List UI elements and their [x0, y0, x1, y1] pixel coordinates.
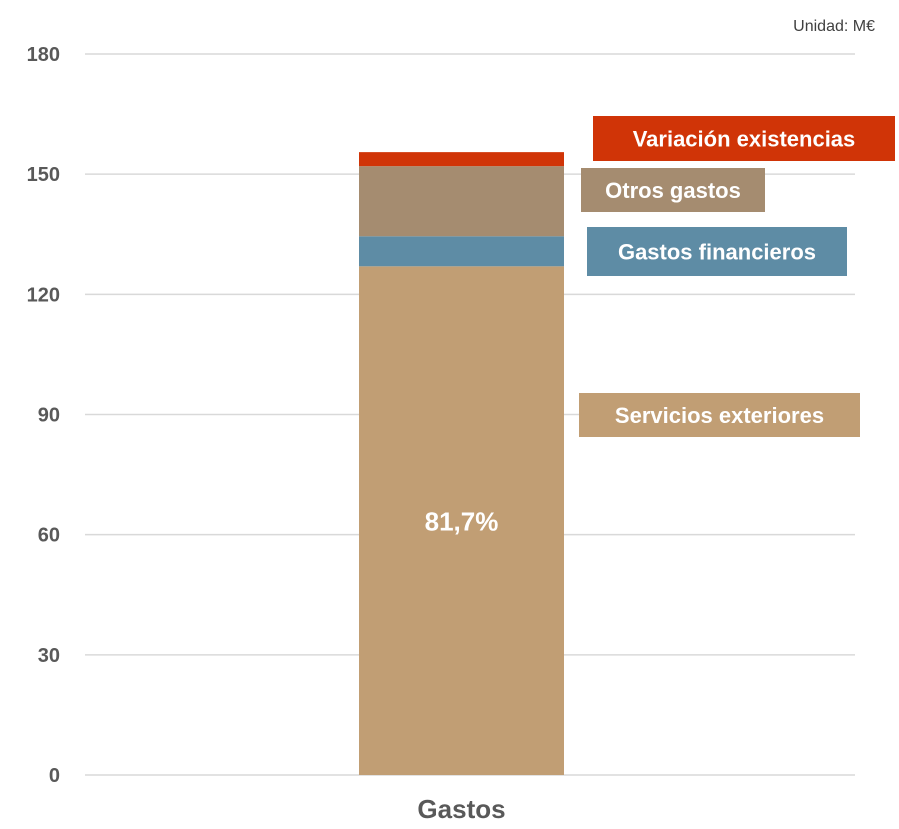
- y-tick-label-60: 60: [38, 525, 60, 547]
- y-tick-label-180: 180: [27, 44, 60, 66]
- bar-segment-1: [359, 236, 564, 267]
- series-label-0: Servicios exteriores: [579, 393, 860, 437]
- series-label-box-3: [593, 116, 895, 161]
- series-label-1: Gastos financieros: [587, 227, 847, 276]
- y-tick-label-150: 150: [27, 164, 60, 186]
- series-label-text-2: Otros gastos: [605, 178, 741, 203]
- series-label-box-2: [581, 168, 765, 212]
- y-tick-label-0: 0: [49, 765, 60, 787]
- x-tick-label-0: Gastos: [417, 794, 505, 824]
- y-tick-label-90: 90: [38, 405, 60, 427]
- y-tick-label-120: 120: [27, 284, 60, 306]
- y-axis-ticks: 0 30 60 90 120 150 180: [27, 44, 60, 787]
- x-axis-ticks: Gastos: [417, 794, 505, 824]
- data-label-0: 81,7%: [425, 507, 499, 537]
- series-label-text-3: Variación existencias: [633, 127, 856, 152]
- unit-label: Unidad: M€: [793, 18, 875, 35]
- series-label-text-0: Servicios exteriores: [615, 403, 824, 428]
- series-label-box-1: [587, 227, 847, 276]
- bar-segment-2: [359, 166, 564, 237]
- series-label-text-1: Gastos financieros: [618, 240, 816, 265]
- bar-segment-3: [359, 152, 564, 167]
- segment-labels: 81,7% Servicios exteriores Gastos financie…: [425, 116, 895, 537]
- series-label-3: Variación existencias: [593, 116, 895, 161]
- bar-segment-0: [359, 266, 564, 775]
- series-label-box-0: [579, 393, 860, 437]
- series-label-2: Otros gastos: [581, 168, 765, 212]
- y-tick-label-30: 30: [38, 645, 60, 667]
- bar-segments: [359, 152, 564, 775]
